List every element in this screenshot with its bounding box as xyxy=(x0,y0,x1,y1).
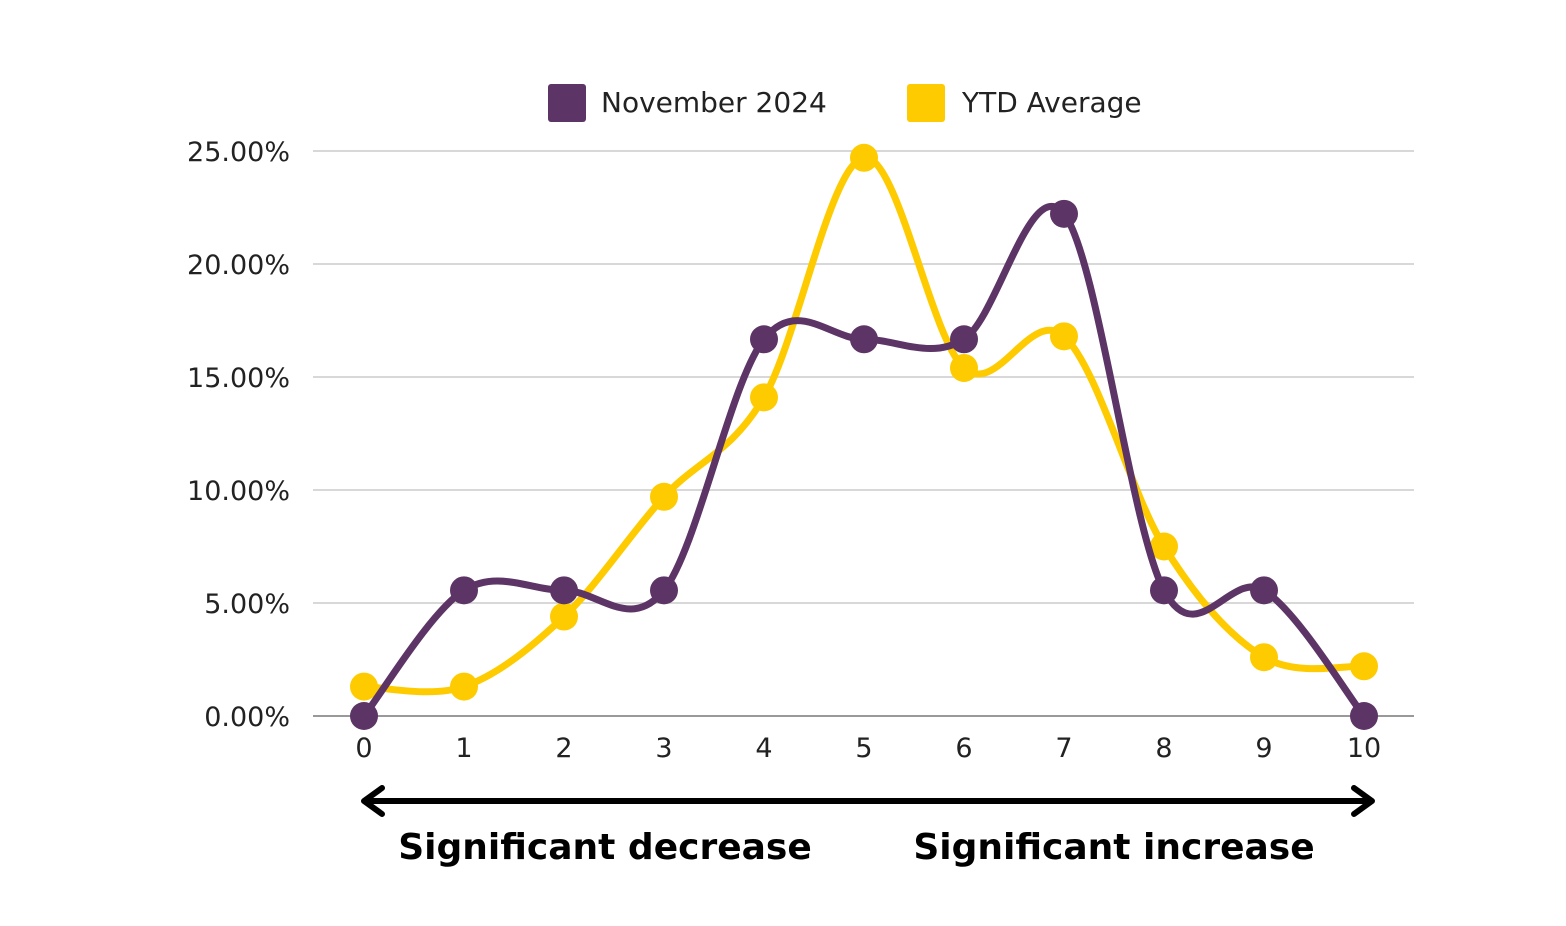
series-line-november-2024 xyxy=(360,202,1368,720)
data-point-november-2024-10 xyxy=(1350,702,1378,730)
data-point-ytd-average-8 xyxy=(1150,532,1178,561)
y-tick-label-1: 5.00% xyxy=(204,589,290,620)
legend: November 2024 YTD Average xyxy=(548,84,1142,122)
data-point-ytd-average-6 xyxy=(950,353,978,382)
data-point-november-2024-1 xyxy=(450,576,478,605)
legend-label-ytd-average: YTD Average xyxy=(961,86,1142,119)
legend-label-november-2024: November 2024 xyxy=(601,86,827,119)
x-axis-tick-labels: 0 1 2 3 4 5 6 7 8 9 10 xyxy=(355,733,1381,764)
data-point-november-2024-2 xyxy=(550,576,578,605)
y-tick-label-2: 10.00% xyxy=(187,476,290,507)
data-point-ytd-average-1 xyxy=(450,672,478,701)
data-point-ytd-average-4 xyxy=(750,383,778,412)
series-ytd-average xyxy=(350,143,1378,701)
data-point-ytd-average-3 xyxy=(650,482,678,511)
data-point-november-2024-5 xyxy=(850,325,878,354)
y-tick-label-5: 25.00% xyxy=(187,137,290,168)
y-tick-label-3: 15.00% xyxy=(187,363,290,394)
y-axis-tick-labels: 0.00% 5.00% 10.00% 15.00% 20.00% 25.00% xyxy=(187,137,290,733)
x-tick-label-0: 0 xyxy=(355,733,372,764)
arrow-head-right xyxy=(1351,785,1375,817)
data-point-november-2024-4 xyxy=(750,325,778,354)
x-tick-label-6: 6 xyxy=(955,733,972,764)
data-point-ytd-average-9 xyxy=(1250,643,1278,672)
legend-swatch-november-2024 xyxy=(548,84,586,122)
data-point-ytd-average-0 xyxy=(350,672,378,701)
legend-item-ytd-average: YTD Average xyxy=(907,84,1142,122)
data-point-november-2024-9 xyxy=(1250,576,1278,605)
x-tick-label-2: 2 xyxy=(555,733,572,764)
x-tick-label-5: 5 xyxy=(855,733,872,764)
x-tick-label-8: 8 xyxy=(1155,733,1172,764)
data-point-november-2024-8 xyxy=(1150,576,1178,605)
annotation-significant-decrease: Significant decrease xyxy=(398,827,812,868)
data-point-ytd-average-7 xyxy=(1050,322,1078,351)
series-line-ytd-average xyxy=(360,154,1368,696)
x-tick-label-7: 7 xyxy=(1055,733,1072,764)
arrow-head-left xyxy=(361,785,385,817)
scale-arrow xyxy=(361,785,1375,817)
annotation-significant-increase: Significant increase xyxy=(913,827,1314,868)
grid-lines xyxy=(313,150,1414,717)
series-november-2024 xyxy=(350,199,1378,730)
data-point-ytd-average-10 xyxy=(1350,652,1378,681)
x-tick-label-4: 4 xyxy=(755,733,772,764)
x-tick-label-1: 1 xyxy=(455,733,472,764)
y-tick-label-0: 0.00% xyxy=(204,702,290,733)
data-point-november-2024-7 xyxy=(1050,199,1078,228)
x-tick-label-9: 9 xyxy=(1255,733,1272,764)
legend-swatch-ytd-average xyxy=(907,84,945,122)
x-tick-label-10: 10 xyxy=(1347,733,1381,764)
x-tick-label-3: 3 xyxy=(655,733,672,764)
data-point-november-2024-6 xyxy=(950,325,978,354)
series-lines xyxy=(350,143,1378,730)
data-point-november-2024-3 xyxy=(650,576,678,605)
data-point-november-2024-0 xyxy=(350,702,378,730)
data-point-ytd-average-5 xyxy=(850,143,878,172)
y-tick-label-4: 20.00% xyxy=(187,250,290,281)
legend-item-november-2024: November 2024 xyxy=(548,84,827,122)
data-point-ytd-average-2 xyxy=(550,602,578,631)
